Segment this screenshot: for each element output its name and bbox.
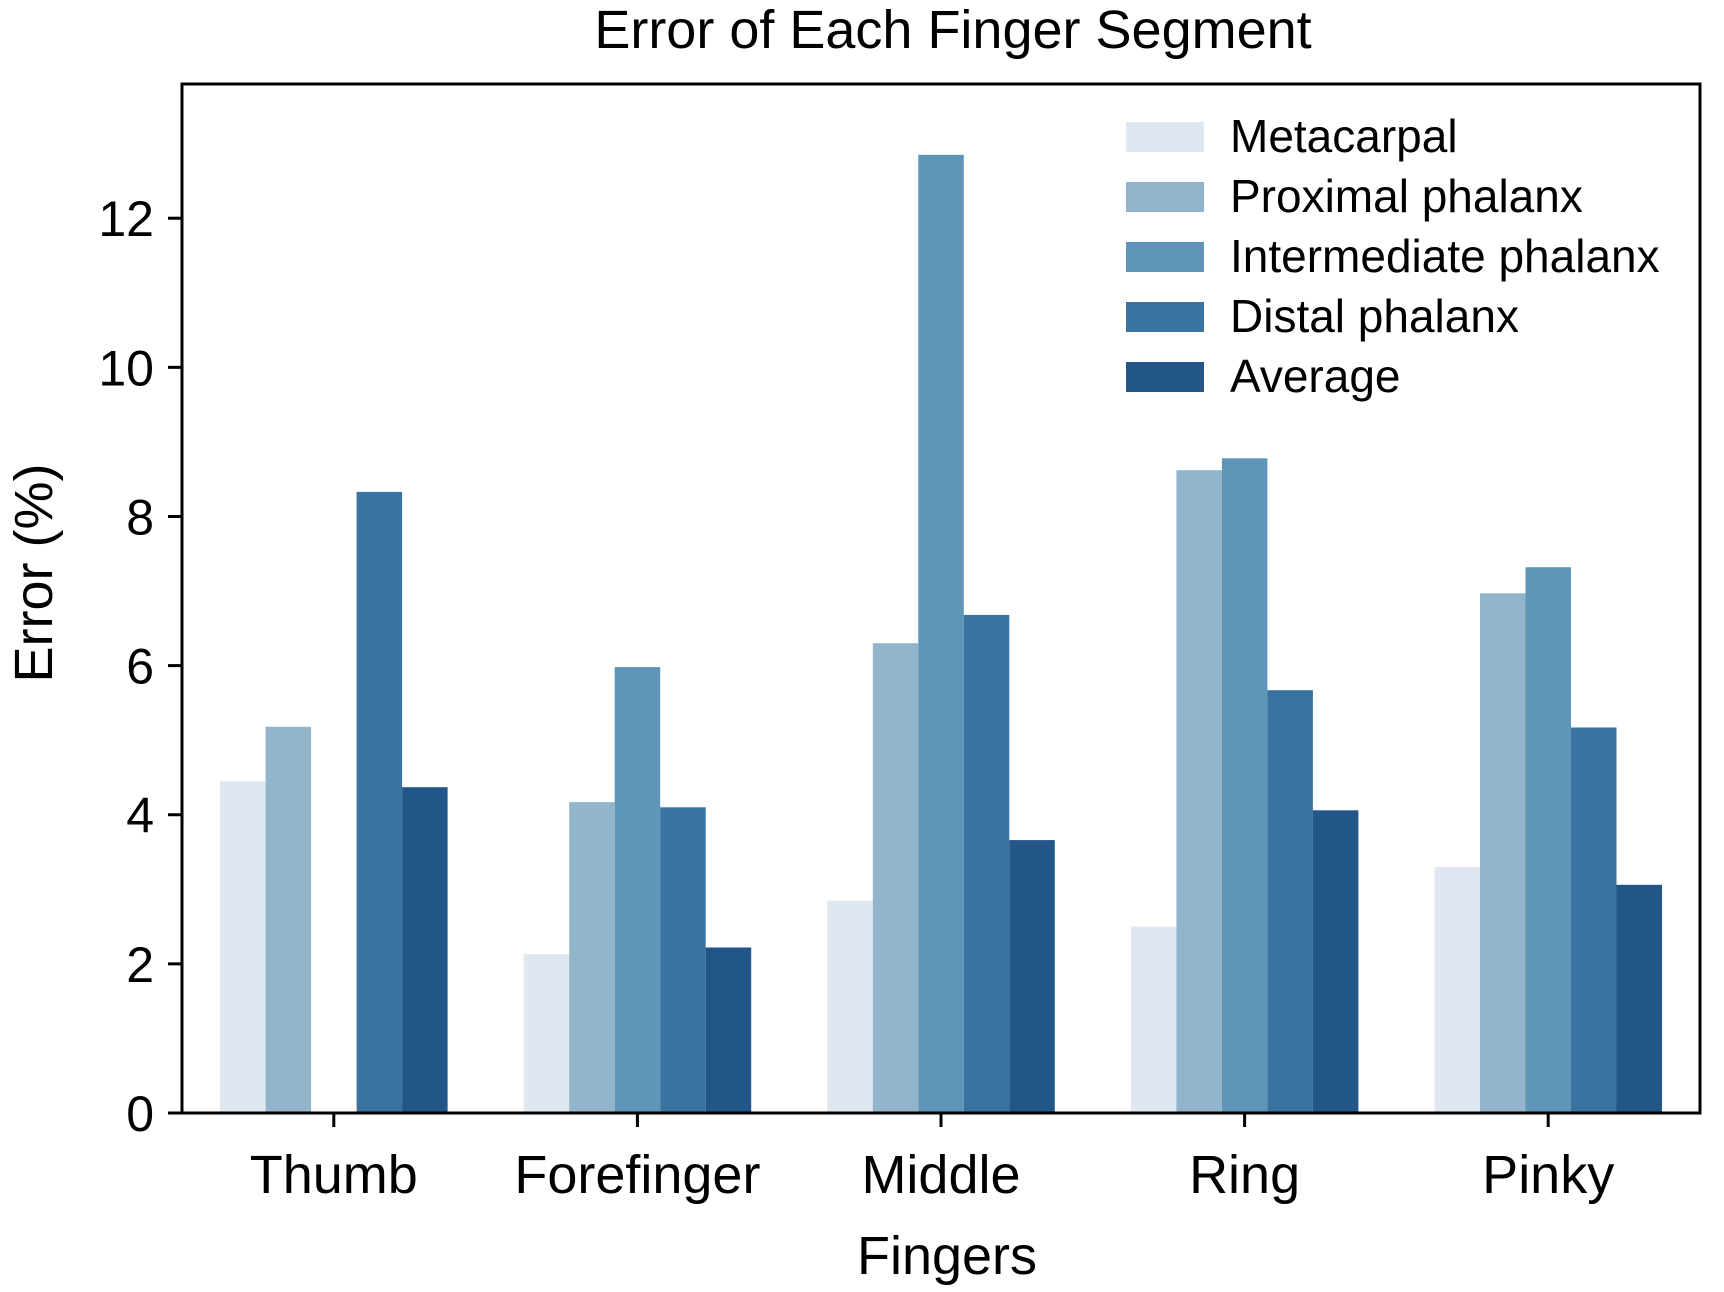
bar-average-pinky [1616, 884, 1662, 1113]
y-tick-label: 4 [126, 788, 154, 844]
y-tick-label: 8 [126, 489, 154, 545]
bar-metacarpal-middle [827, 900, 873, 1113]
legend-swatch-proximal-phalanx [1126, 182, 1204, 212]
x-tick-label-middle: Middle [861, 1145, 1020, 1205]
legend-swatch-average [1126, 362, 1204, 392]
legend-label-distal-phalanx: Distal phalanx [1230, 290, 1519, 342]
y-tick-label: 2 [126, 937, 154, 993]
y-tick-label: 0 [126, 1086, 154, 1142]
bar-average-thumb [402, 787, 448, 1113]
legend-swatch-intermediate-phalanx [1126, 242, 1204, 272]
legend-label-intermediate-phalanx: Intermediate phalanx [1230, 230, 1660, 282]
legend: Metacarpal Proximal phalanx Intermediate p… [1126, 110, 1660, 402]
chart-title: Error of Each Finger Segment [594, 0, 1311, 60]
bar-metacarpal-pinky [1434, 866, 1480, 1113]
x-tick-label-pinky: Pinky [1482, 1145, 1614, 1205]
bar-distal-phalanx-pinky [1571, 727, 1617, 1113]
x-tick-label-forefinger: Forefinger [514, 1145, 760, 1205]
bar-proximal-phalanx-ring [1176, 470, 1222, 1113]
bar-average-middle [1009, 840, 1055, 1113]
bar-intermediate-phalanx-middle [918, 154, 964, 1114]
bar-metacarpal-thumb [220, 781, 266, 1113]
bar-proximal-phalanx-thumb [265, 726, 312, 1113]
bar-intermediate-phalanx-forefinger [614, 667, 661, 1113]
bar-intermediate-phalanx-pinky [1525, 567, 1571, 1113]
legend-swatch-distal-phalanx [1126, 302, 1204, 332]
y-axis: 0 2 4 6 8 10 12 [98, 191, 182, 1142]
bar-proximal-phalanx-forefinger [569, 802, 615, 1113]
legend-label-proximal-phalanx: Proximal phalanx [1230, 170, 1583, 222]
bar-metacarpal-ring [1130, 926, 1177, 1113]
bar-distal-phalanx-forefinger [660, 807, 706, 1113]
legend-label-average: Average [1230, 350, 1401, 402]
x-tick-label-ring: Ring [1189, 1145, 1300, 1205]
y-tick-label: 6 [126, 639, 154, 695]
bar-proximal-phalanx-middle [872, 643, 919, 1113]
x-axis-label: Fingers [857, 1226, 1037, 1286]
bars-group [220, 154, 1662, 1114]
bar-average-ring [1312, 810, 1359, 1113]
x-tick-label-thumb: Thumb [250, 1145, 418, 1205]
y-tick-label: 12 [98, 191, 154, 247]
bar-distal-phalanx-thumb [356, 491, 403, 1113]
bar-intermediate-phalanx-ring [1221, 458, 1268, 1113]
bar-average-forefinger [705, 947, 752, 1113]
bar-distal-phalanx-middle [963, 614, 1010, 1113]
legend-label-metacarpal: Metacarpal [1230, 110, 1458, 162]
bar-distal-phalanx-ring [1267, 690, 1313, 1113]
legend-swatch-metacarpal [1126, 122, 1204, 152]
x-axis: Thumb Forefinger Middle Ring Pinky [250, 1113, 1614, 1205]
bar-metacarpal-forefinger [523, 954, 570, 1113]
y-tick-label: 10 [98, 340, 154, 396]
bar-proximal-phalanx-pinky [1480, 593, 1526, 1113]
y-axis-label: Error (%) [4, 464, 64, 683]
